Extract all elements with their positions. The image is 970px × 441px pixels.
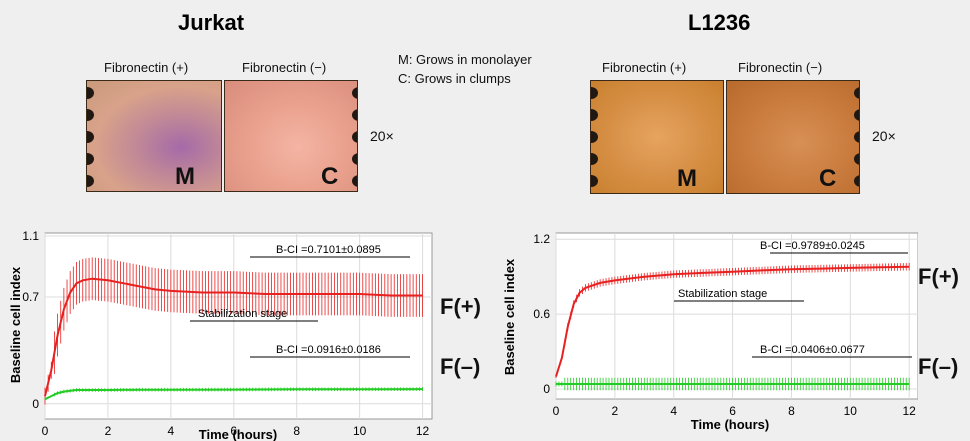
x-tick-label: 4 — [670, 404, 677, 418]
series-line — [44, 388, 423, 401]
jurkat-fn-minus-image: C — [224, 80, 358, 192]
y-tick-label: 1.1 — [22, 229, 39, 243]
x-tick-label: 8 — [293, 424, 300, 438]
l1236-title: L1236 — [688, 10, 751, 35]
x-tick-label: 4 — [168, 424, 175, 438]
l1236-fn-plus-image: M — [590, 80, 724, 194]
l1236-fn-minus-marker: C — [819, 165, 837, 192]
x-tick-label: 10 — [353, 424, 367, 438]
y-tick-label: 1.2 — [533, 232, 550, 246]
plot-area — [555, 232, 918, 400]
x-tick-label: 2 — [105, 424, 112, 438]
series-fplus — [555, 262, 910, 379]
note-monolayer: M: Grows in monolayer — [398, 52, 532, 67]
jurkat-magnification: 20× — [370, 128, 394, 144]
annotation-text: Stabilization stage — [678, 288, 767, 300]
l1236-magnification: 20× — [872, 128, 896, 144]
series-line — [555, 265, 910, 377]
x-tick-label: 8 — [788, 404, 795, 418]
y-tick-label: 0 — [543, 382, 550, 396]
annotation-text: B-CI =0.9789±0.0245 — [760, 240, 865, 252]
y-axis-label: Baseline cell index — [502, 258, 517, 375]
series-fminus — [44, 387, 423, 401]
annotation-text: B-CI =0.0406±0.0677 — [760, 344, 865, 356]
y-tick-label: 0 — [32, 397, 39, 411]
l1236-fminus-label: F(–) — [918, 354, 959, 379]
x-tick-label: 12 — [902, 404, 916, 418]
annotation-text: B-CI =0.7101±0.0895 — [276, 244, 381, 256]
grid — [555, 233, 918, 399]
x-tick-label: 2 — [612, 404, 619, 418]
note-clumps: C: Grows in clumps — [398, 71, 511, 86]
legend-notes: M: Grows in monolayer C: Grows in clumps — [398, 50, 532, 88]
jurkat-fminus-label: F(–) — [440, 354, 481, 379]
x-tick-label: 10 — [844, 404, 858, 418]
series-fplus — [44, 257, 423, 405]
l1236-fplus-label: F(+) — [918, 264, 959, 289]
l1236-fn-plus-marker: M — [677, 165, 697, 192]
jurkat-fn-plus-marker: M — [175, 163, 195, 190]
l1236-fn-minus-image: C — [726, 80, 860, 194]
series-line — [44, 277, 423, 397]
x-tick-label: 6 — [230, 424, 237, 438]
jurkat-fn-minus-marker: C — [321, 163, 339, 190]
jurkat-fn-plus-image: M — [86, 80, 222, 192]
x-axis-label: Time (hours) — [199, 427, 278, 441]
annotation-text: B-CI =0.0916±0.0186 — [276, 344, 381, 356]
y-tick-label: 0.7 — [22, 290, 39, 304]
x-tick-label: 6 — [729, 404, 736, 418]
plot-area — [44, 232, 433, 420]
series-fminus — [555, 377, 910, 391]
x-tick-label: 12 — [416, 424, 430, 438]
l1236-fn-plus-label: Fibronectin (+) — [602, 60, 687, 75]
jurkat-fn-plus-label: Fibronectin (+) — [104, 60, 189, 75]
jurkat-title: Jurkat — [178, 10, 245, 35]
x-axis-label: Time (hours) — [691, 417, 770, 432]
jurkat-fn-minus-label: Fibronectin (−) — [242, 60, 327, 75]
jurkat-chart: 0 2 4 6 8 10 12 0 0.7 1.1 B-CI =0.7101±0.0895 Stab… — [8, 229, 433, 441]
l1236-chart: 0 2 4 6 8 10 12 0 0.6 1.2 B-CI =0.9789±0.0245 Stab… — [502, 232, 918, 432]
y-axis-label: Baseline cell index — [8, 266, 23, 383]
x-tick-label: 0 — [42, 424, 49, 438]
annotation-text: Stabilization stage — [198, 308, 287, 320]
x-tick-label: 0 — [553, 404, 560, 418]
y-tick-label: 0.6 — [533, 307, 550, 321]
jurkat-fplus-label: F(+) — [440, 294, 481, 319]
l1236-fn-minus-label: Fibronectin (−) — [738, 60, 823, 75]
